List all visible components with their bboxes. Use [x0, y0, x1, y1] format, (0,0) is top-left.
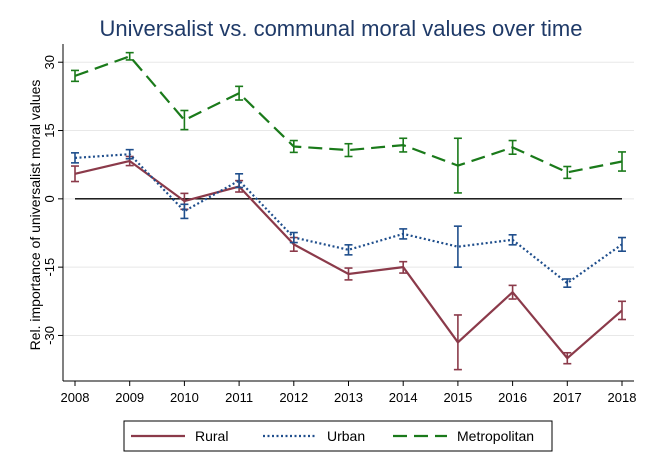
error-bar-urban [71, 152, 79, 164]
error-bar-rural [563, 351, 572, 365]
error-bar-rural [508, 284, 517, 300]
error-bar-urban [125, 148, 134, 160]
error-bar-metropolitan [125, 51, 134, 61]
error-bar-urban [399, 228, 408, 240]
x-tick-label: 2011 [225, 390, 253, 405]
legend-box [123, 420, 553, 452]
x-tick-label: 2017 [553, 390, 582, 405]
error-bar-urban [235, 172, 244, 189]
error-bar-metropolitan [453, 137, 462, 194]
y-tick-label: 15 [42, 123, 57, 137]
x-tick-label: 2008 [61, 390, 90, 405]
x-tick-label: 2018 [608, 390, 637, 405]
y-tick-label: -15 [42, 258, 57, 277]
error-bar-metropolitan [563, 165, 572, 180]
error-bar-urban [289, 231, 298, 244]
y-tick-label: -30 [42, 326, 57, 345]
error-bar-urban [344, 244, 353, 256]
chart-title: Universalist vs. communal moral values o… [100, 16, 583, 41]
error-bar-urban [180, 203, 189, 220]
error-bar-metropolitan [344, 142, 353, 158]
x-tick-label: 2014 [389, 390, 418, 405]
series-line-metropolitan [74, 55, 623, 174]
x-tick-label: 2012 [279, 390, 308, 405]
error-bar-urban [508, 234, 517, 246]
x-tick-label: 2015 [443, 390, 472, 405]
error-bar-urban [453, 225, 462, 268]
error-bar-metropolitan [399, 137, 408, 153]
x-tick-label: 2016 [498, 390, 527, 405]
error-bar-metropolitan [618, 151, 626, 172]
legend-label-urban: Urban [327, 428, 365, 444]
error-bar-rural [344, 267, 353, 281]
y-axis-label: Rel. importance of universalist moral va… [27, 80, 43, 351]
x-tick-label: 2010 [170, 390, 199, 405]
series-line-urban [74, 153, 623, 285]
x-tick-label: 2009 [115, 390, 144, 405]
x-tick-label: 2013 [334, 390, 363, 405]
error-bar-rural [453, 314, 462, 371]
axes: 30 15 0 -15 -30 2008 2009 2010 2011 2012 2013 2014 2… [42, 44, 636, 405]
error-bar-urban [563, 278, 572, 288]
error-bar-metropolitan [71, 69, 79, 83]
error-bar-urban [618, 236, 626, 253]
legend: Rural Urban Metropolitan [123, 420, 553, 452]
error-bar-rural [399, 260, 408, 274]
error-bar-rural [71, 165, 79, 183]
error-bar-metropolitan [180, 109, 189, 131]
legend-label-metropolitan: Metropolitan [457, 428, 534, 444]
y-tick-label: 30 [42, 55, 57, 69]
error-bar-metropolitan [235, 85, 244, 101]
plot-area [71, 51, 626, 371]
error-bar-metropolitan [508, 139, 517, 156]
error-bar-metropolitan [289, 139, 298, 154]
error-bar-rural [618, 300, 626, 321]
legend-label-rural: Rural [195, 428, 228, 444]
y-tick-label: 0 [42, 195, 57, 202]
